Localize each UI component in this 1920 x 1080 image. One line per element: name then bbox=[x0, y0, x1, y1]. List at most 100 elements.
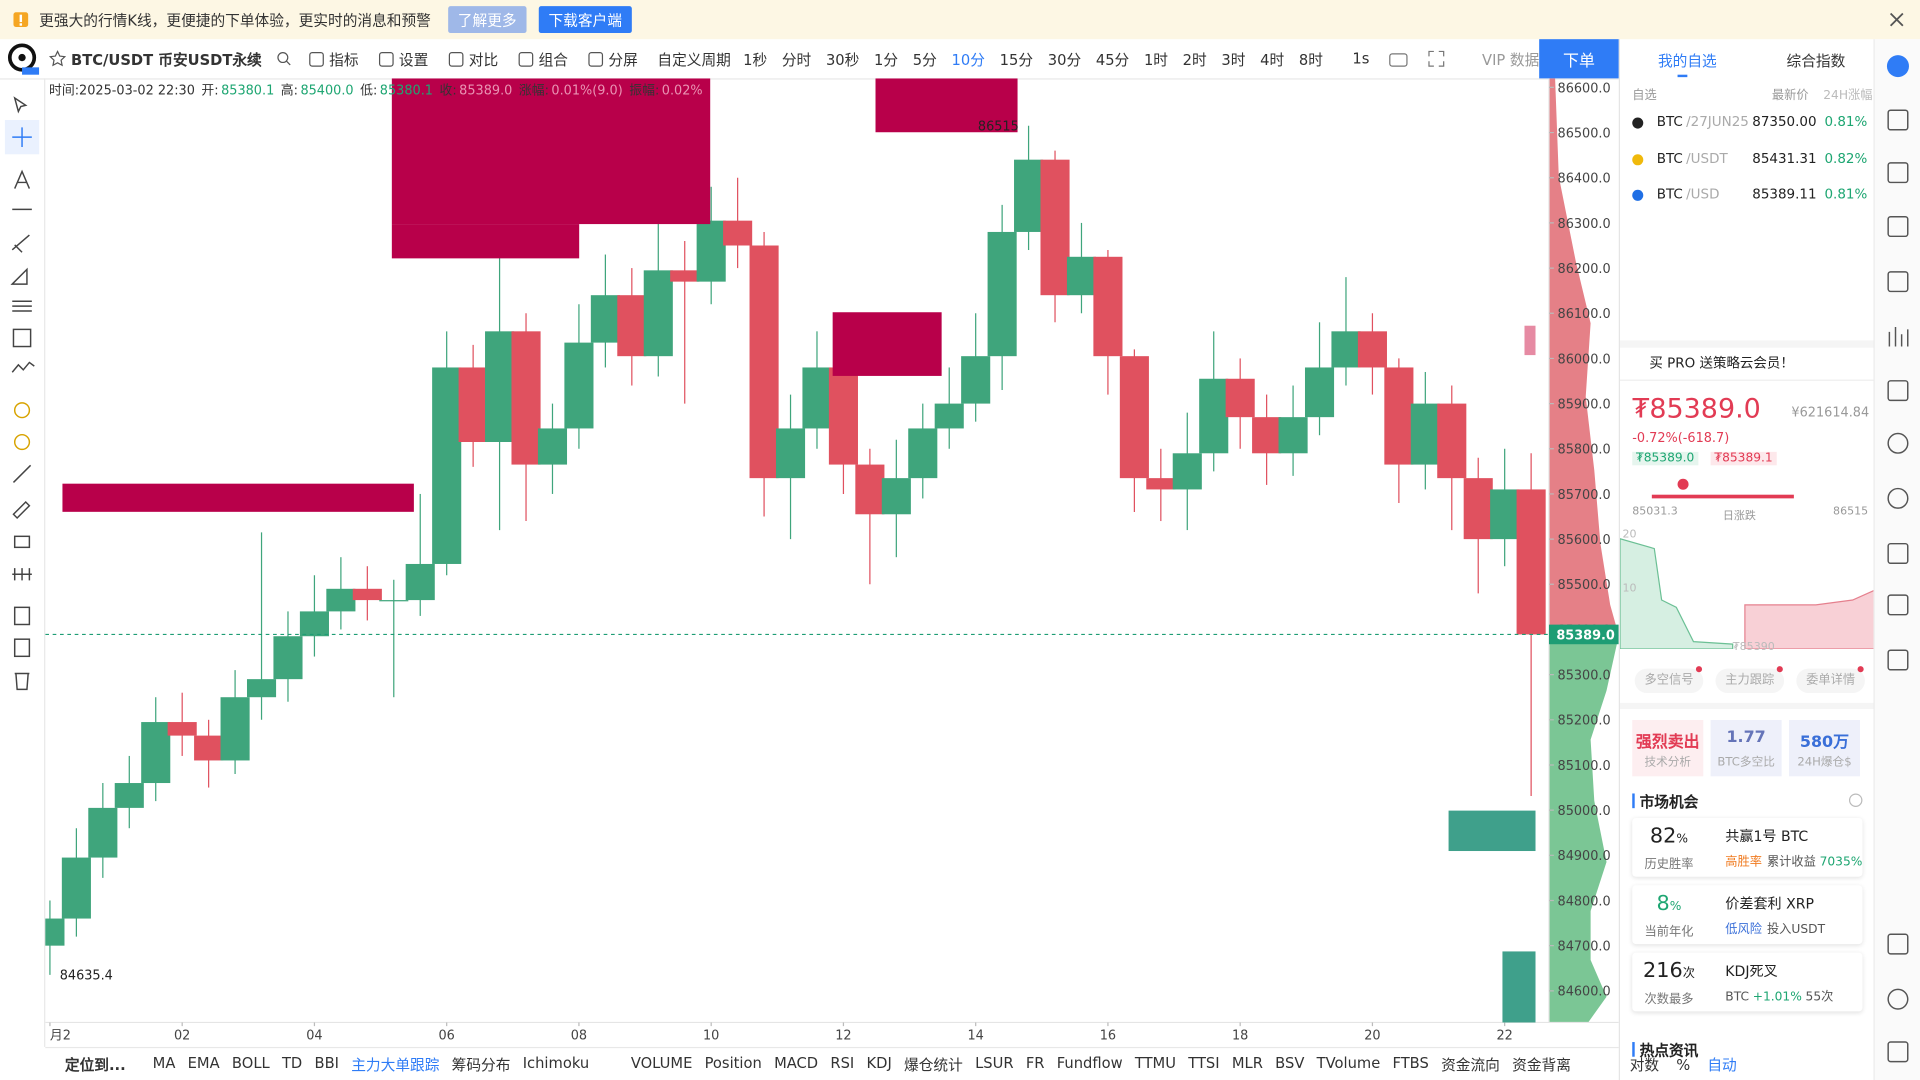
sub-indicator[interactable]: TVolume bbox=[1316, 1054, 1381, 1072]
indicator[interactable]: BOLL bbox=[231, 1054, 270, 1072]
period-button[interactable]: 10分 bbox=[951, 50, 985, 68]
indicator[interactable]: 筹码分布 bbox=[451, 1056, 511, 1074]
learn-more-button[interactable]: 了解更多 bbox=[448, 6, 527, 34]
close-icon[interactable] bbox=[1888, 11, 1905, 28]
side-icon[interactable] bbox=[1887, 216, 1909, 238]
period-button[interactable]: 15分 bbox=[999, 50, 1034, 68]
tab[interactable]: 我的自选 bbox=[1657, 52, 1717, 70]
sub-indicator[interactable]: Position bbox=[704, 1054, 762, 1072]
indicator[interactable]: BBI bbox=[314, 1054, 339, 1072]
indicator[interactable]: TD bbox=[281, 1054, 303, 1072]
period-button[interactable]: 1分 bbox=[874, 50, 899, 68]
auto-toggle[interactable]: 自动 bbox=[1707, 1056, 1737, 1074]
depth-tab[interactable]: 多空信号 bbox=[1634, 668, 1704, 694]
edit-tool[interactable] bbox=[13, 638, 31, 658]
side-icon[interactable] bbox=[1887, 271, 1909, 293]
sub-indicator[interactable]: KDJ bbox=[866, 1054, 892, 1072]
opportunity-card[interactable]: 216次 次数最多 KDJ死叉 BTC +1.01% 55次 bbox=[1632, 952, 1863, 1012]
indicator[interactable]: MA bbox=[152, 1054, 176, 1072]
sub-indicator[interactable]: MACD bbox=[774, 1054, 819, 1072]
tool-button[interactable]: 组合 bbox=[518, 48, 568, 69]
period-button[interactable]: 30分 bbox=[1047, 50, 1082, 68]
indicator[interactable]: EMA bbox=[187, 1054, 220, 1072]
sub-indicator[interactable]: 爆仓统计 bbox=[904, 1056, 963, 1074]
sub-indicator[interactable]: RSI bbox=[830, 1054, 855, 1072]
opportunity-card[interactable]: 8% 当前年化 价差套利 XRP 低风险 投入USDT bbox=[1632, 885, 1863, 945]
fib-tool[interactable] bbox=[12, 300, 32, 312]
ruler-tool[interactable] bbox=[12, 464, 32, 483]
side-icon[interactable] bbox=[1887, 1041, 1909, 1063]
brush-tool[interactable] bbox=[12, 501, 31, 519]
sub-indicator[interactable]: TTSI bbox=[1188, 1054, 1220, 1072]
sub-indicator[interactable]: 资金背离 bbox=[1512, 1056, 1571, 1074]
locate-button[interactable]: 定位到... bbox=[64, 1056, 126, 1074]
tab[interactable]: 综合指数 bbox=[1786, 52, 1846, 70]
wave-tool[interactable] bbox=[11, 361, 35, 373]
side-icon[interactable] bbox=[1887, 594, 1909, 616]
side-icon[interactable] bbox=[1887, 933, 1909, 955]
vip-button[interactable]: VIP 数据 bbox=[1482, 50, 1540, 68]
period-button[interactable]: 8时 bbox=[1298, 50, 1323, 68]
opportunity-card[interactable]: 82% 历史胜率 共赢1号 BTC 高胜率 累计收益 7035% bbox=[1632, 817, 1863, 877]
sub-indicator[interactable]: BSV bbox=[1275, 1054, 1305, 1072]
search-icon[interactable] bbox=[276, 51, 291, 66]
cursor-tool[interactable] bbox=[13, 96, 28, 114]
side-icon[interactable] bbox=[1887, 109, 1909, 131]
crosshair-tool[interactable] bbox=[12, 127, 32, 147]
camera-icon[interactable] bbox=[1389, 50, 1409, 67]
tool-button[interactable]: 指标 bbox=[308, 48, 359, 69]
sub-indicator[interactable]: MLR bbox=[1231, 1054, 1263, 1072]
tool-button[interactable]: 分屏 bbox=[588, 48, 638, 69]
sub-indicator[interactable]: 资金流向 bbox=[1441, 1056, 1500, 1074]
sub-indicator[interactable]: TTMU bbox=[1134, 1054, 1176, 1072]
side-icon[interactable] bbox=[1887, 162, 1909, 184]
side-icon[interactable] bbox=[1887, 988, 1909, 1010]
indicator[interactable]: Ichimoku bbox=[522, 1054, 590, 1072]
period-button[interactable]: 5分 bbox=[912, 50, 937, 68]
text-tool[interactable] bbox=[14, 169, 31, 189]
fullscreen-icon[interactable] bbox=[1428, 50, 1445, 67]
star-icon[interactable] bbox=[48, 50, 67, 67]
custom-period[interactable]: 自定义周期 bbox=[657, 50, 731, 68]
side-icon[interactable] bbox=[1887, 649, 1909, 671]
side-icon[interactable] bbox=[1887, 432, 1909, 454]
side-icon[interactable] bbox=[1887, 380, 1909, 402]
delete-tool[interactable] bbox=[14, 672, 30, 691]
period-button[interactable]: 1时 bbox=[1143, 50, 1168, 68]
period-button[interactable]: 45分 bbox=[1095, 50, 1130, 68]
sub-indicator[interactable]: LSUR bbox=[975, 1054, 1014, 1072]
depth-tab[interactable]: 主力跟踪 bbox=[1715, 668, 1785, 694]
triangle-tool[interactable] bbox=[10, 267, 28, 285]
log-toggle[interactable]: 对数 bbox=[1629, 1056, 1660, 1074]
download-button[interactable]: 下载客户端 bbox=[538, 6, 632, 34]
side-icon[interactable] bbox=[1887, 542, 1909, 565]
period-button[interactable]: 4时 bbox=[1260, 50, 1285, 68]
period-button[interactable]: 30秒 bbox=[825, 50, 860, 68]
lock-tool[interactable] bbox=[13, 535, 31, 549]
sub-indicator[interactable]: Fundflow bbox=[1056, 1054, 1123, 1072]
side-icon[interactable] bbox=[1888, 326, 1909, 347]
app-icon[interactable] bbox=[1886, 55, 1909, 78]
tool-button[interactable]: 对比 bbox=[448, 48, 498, 69]
sub-indicator[interactable]: FTBS bbox=[1392, 1054, 1429, 1072]
period-button[interactable]: 2时 bbox=[1182, 50, 1207, 68]
realtime-button[interactable]: 1s bbox=[1352, 50, 1370, 68]
layer-tool[interactable] bbox=[13, 606, 31, 626]
magnet-tool[interactable] bbox=[12, 568, 32, 581]
symbol[interactable]: BTC/USDT 币安USDT永续 bbox=[71, 50, 262, 68]
pattern-tool[interactable] bbox=[13, 402, 31, 419]
pattern-tool-2[interactable] bbox=[13, 433, 31, 451]
tool-button[interactable]: 设置 bbox=[378, 48, 428, 69]
sub-indicator[interactable]: VOLUME bbox=[630, 1054, 693, 1072]
period-button[interactable]: 1秒 bbox=[743, 50, 768, 68]
sub-indicator[interactable]: FR bbox=[1025, 1054, 1045, 1072]
indicator[interactable]: 主力大单跟踪 bbox=[351, 1056, 440, 1074]
period-button[interactable]: 分时 bbox=[781, 50, 812, 68]
channel-tool[interactable] bbox=[11, 234, 30, 253]
period-button[interactable]: 3时 bbox=[1221, 50, 1246, 68]
depth-tab[interactable]: 委单详情 bbox=[1796, 668, 1865, 694]
box-tool[interactable] bbox=[12, 328, 32, 348]
order-button[interactable]: 下单 bbox=[1539, 39, 1619, 79]
side-icon[interactable] bbox=[1887, 487, 1909, 509]
percent-toggle[interactable]: % bbox=[1676, 1056, 1691, 1074]
